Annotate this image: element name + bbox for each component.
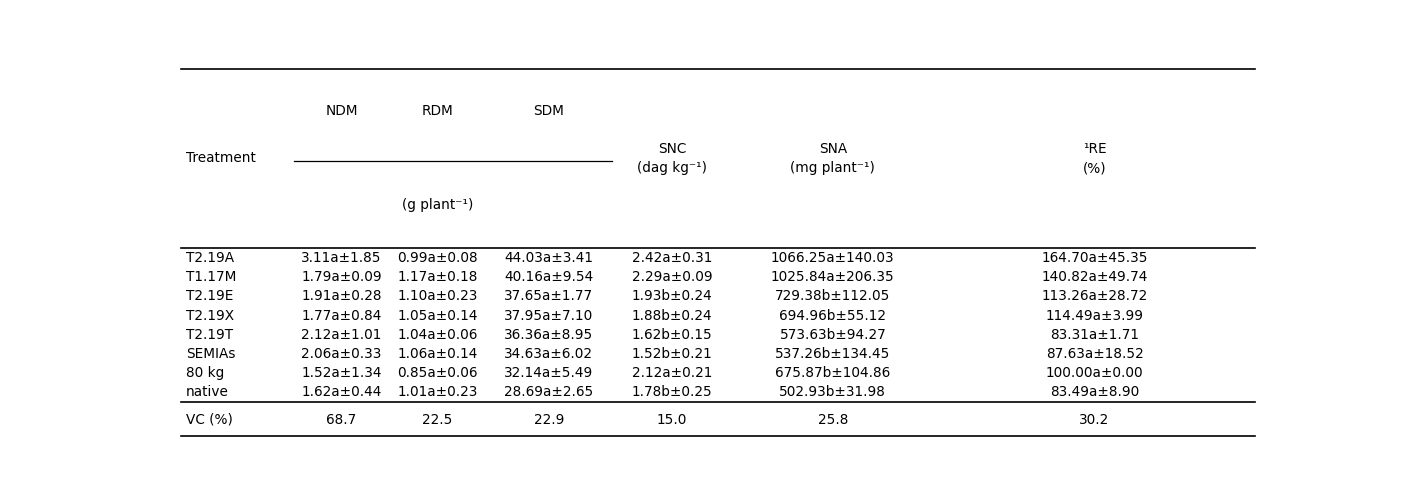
- Text: 1.88b±0.24: 1.88b±0.24: [632, 308, 712, 323]
- Text: RDM: RDM: [422, 104, 453, 118]
- Text: 694.96b±55.12: 694.96b±55.12: [779, 308, 886, 323]
- Text: ¹RE
(%): ¹RE (%): [1083, 142, 1106, 175]
- Text: 15.0: 15.0: [657, 413, 687, 427]
- Text: 1.10a±0.23: 1.10a±0.23: [397, 289, 478, 304]
- Text: 22.9: 22.9: [533, 413, 564, 427]
- Text: 34.63a±6.02: 34.63a±6.02: [504, 347, 594, 361]
- Text: 83.31a±1.71: 83.31a±1.71: [1050, 328, 1140, 342]
- Text: 36.36a±8.95: 36.36a±8.95: [504, 328, 594, 342]
- Text: 28.69a±2.65: 28.69a±2.65: [504, 385, 594, 400]
- Text: 1025.84a±206.35: 1025.84a±206.35: [771, 270, 895, 284]
- Text: SNC
(dag kg⁻¹): SNC (dag kg⁻¹): [637, 142, 708, 175]
- Text: 537.26b±134.45: 537.26b±134.45: [775, 347, 891, 361]
- Text: 44.03a±3.41: 44.03a±3.41: [504, 251, 594, 265]
- Text: 1.17a±0.18: 1.17a±0.18: [397, 270, 478, 284]
- Text: 80 kg: 80 kg: [186, 366, 224, 380]
- Text: 25.8: 25.8: [817, 413, 848, 427]
- Text: 3.11a±1.85: 3.11a±1.85: [301, 251, 381, 265]
- Text: 1.77a±0.84: 1.77a±0.84: [301, 308, 381, 323]
- Text: 1.62b±0.15: 1.62b±0.15: [632, 328, 712, 342]
- Text: SNA
(mg plant⁻¹): SNA (mg plant⁻¹): [791, 142, 875, 175]
- Text: (g plant⁻¹): (g plant⁻¹): [402, 198, 473, 212]
- Text: 1066.25a±140.03: 1066.25a±140.03: [771, 251, 895, 265]
- Text: 729.38b±112.05: 729.38b±112.05: [775, 289, 891, 304]
- Text: 83.49a±8.90: 83.49a±8.90: [1050, 385, 1140, 400]
- Text: 87.63a±18.52: 87.63a±18.52: [1045, 347, 1144, 361]
- Text: SDM: SDM: [533, 104, 564, 118]
- Text: 114.49a±3.99: 114.49a±3.99: [1045, 308, 1144, 323]
- Text: T2.19T: T2.19T: [186, 328, 232, 342]
- Text: 1.62a±0.44: 1.62a±0.44: [301, 385, 381, 400]
- Text: 1.04a±0.06: 1.04a±0.06: [397, 328, 478, 342]
- Text: 1.78b±0.25: 1.78b±0.25: [632, 385, 712, 400]
- Text: 502.93b±31.98: 502.93b±31.98: [779, 385, 886, 400]
- Text: 2.12a±0.21: 2.12a±0.21: [632, 366, 712, 380]
- Text: 1.79a±0.09: 1.79a±0.09: [301, 270, 381, 284]
- Text: 22.5: 22.5: [422, 413, 453, 427]
- Text: VC (%): VC (%): [186, 413, 232, 427]
- Text: SEMIAs: SEMIAs: [186, 347, 235, 361]
- Text: 140.82a±49.74: 140.82a±49.74: [1041, 270, 1148, 284]
- Text: 37.65a±1.77: 37.65a±1.77: [504, 289, 594, 304]
- Text: 1.52b±0.21: 1.52b±0.21: [632, 347, 712, 361]
- Text: 113.26a±28.72: 113.26a±28.72: [1041, 289, 1148, 304]
- Text: 1.93b±0.24: 1.93b±0.24: [632, 289, 712, 304]
- Text: 0.99a±0.08: 0.99a±0.08: [397, 251, 478, 265]
- Text: 32.14a±5.49: 32.14a±5.49: [504, 366, 594, 380]
- Text: Treatment: Treatment: [186, 152, 256, 165]
- Text: T2.19E: T2.19E: [186, 289, 234, 304]
- Text: 40.16a±9.54: 40.16a±9.54: [504, 270, 594, 284]
- Text: T2.19A: T2.19A: [186, 251, 234, 265]
- Text: 2.12a±1.01: 2.12a±1.01: [301, 328, 381, 342]
- Text: 68.7: 68.7: [326, 413, 357, 427]
- Text: 37.95a±7.10: 37.95a±7.10: [504, 308, 594, 323]
- Text: 1.05a±0.14: 1.05a±0.14: [397, 308, 478, 323]
- Text: 1.91a±0.28: 1.91a±0.28: [301, 289, 381, 304]
- Text: 2.29a±0.09: 2.29a±0.09: [632, 270, 712, 284]
- Text: NDM: NDM: [325, 104, 357, 118]
- Text: 30.2: 30.2: [1079, 413, 1110, 427]
- Text: 2.06a±0.33: 2.06a±0.33: [301, 347, 381, 361]
- Text: 1.06a±0.14: 1.06a±0.14: [397, 347, 478, 361]
- Text: 675.87b±104.86: 675.87b±104.86: [775, 366, 891, 380]
- Text: native: native: [186, 385, 228, 400]
- Text: 164.70a±45.35: 164.70a±45.35: [1041, 251, 1148, 265]
- Text: 0.85a±0.06: 0.85a±0.06: [397, 366, 478, 380]
- Text: 100.00a±0.00: 100.00a±0.00: [1045, 366, 1144, 380]
- Text: 1.01a±0.23: 1.01a±0.23: [397, 385, 478, 400]
- Text: 2.42a±0.31: 2.42a±0.31: [632, 251, 712, 265]
- Text: 573.63b±94.27: 573.63b±94.27: [779, 328, 886, 342]
- Text: T1.17M: T1.17M: [186, 270, 236, 284]
- Text: T2.19X: T2.19X: [186, 308, 234, 323]
- Text: 1.52a±1.34: 1.52a±1.34: [301, 366, 381, 380]
